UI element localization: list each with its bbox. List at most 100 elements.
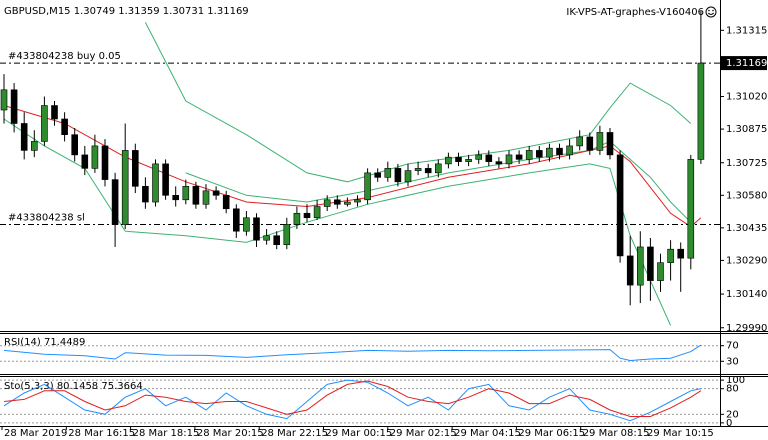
candle-body <box>233 208 240 232</box>
y-tick-label: 1.30725 <box>726 158 767 169</box>
candle-body <box>566 145 573 156</box>
candle-body <box>485 154 493 162</box>
candle-body <box>424 168 432 174</box>
y-tick-label: 0 <box>726 418 732 429</box>
title-bg <box>2 4 234 18</box>
candle-body <box>222 195 230 210</box>
candle-body <box>394 168 402 183</box>
x-tick-label: 28 Mar 16:15 <box>68 428 135 439</box>
smiley-icon <box>705 6 717 18</box>
candle-body <box>414 168 422 171</box>
candle-body <box>344 201 351 205</box>
candle-body <box>121 150 129 225</box>
y-tick-label: 1.30580 <box>726 190 767 201</box>
candle-body <box>495 161 503 165</box>
candle-body <box>10 89 18 124</box>
candle-body <box>51 105 58 120</box>
bid-tag <box>721 56 767 71</box>
candle-body <box>576 136 584 147</box>
candle-body <box>374 172 382 178</box>
candle-body <box>677 248 685 259</box>
candle-body <box>404 170 412 183</box>
candle-body <box>465 159 472 162</box>
candle-body <box>71 134 78 156</box>
candle-body <box>212 190 220 196</box>
candle-body <box>626 255 634 286</box>
candle-body <box>303 212 311 219</box>
candle-body <box>243 217 250 232</box>
y-tick-label: 70 <box>726 341 739 352</box>
candle-body <box>101 145 109 180</box>
x-tick-label: 29 Mar 08:15 <box>583 428 650 439</box>
candle-body <box>384 168 392 178</box>
candle-body <box>647 246 654 281</box>
indicator-line <box>3 379 702 422</box>
plot-layer: 1.31315 1.31020 1.30875 1.30725 1.30580 1.304… <box>0 11 767 439</box>
candle-body <box>445 156 452 165</box>
indicator-line <box>3 344 702 362</box>
candle-body <box>142 186 149 203</box>
candle-body <box>0 89 8 111</box>
candle-body <box>556 147 563 156</box>
y-tick-label: 80 <box>726 384 739 395</box>
candle-body <box>20 123 28 151</box>
candle-body <box>323 199 331 207</box>
x-tick-label: 29 Mar 04:15 <box>454 428 521 439</box>
candle-body <box>91 145 99 169</box>
x-tick-label: 29 Mar 10:15 <box>647 428 714 439</box>
x-tick-label: 28 Mar 2019 <box>4 428 67 439</box>
candle-body <box>515 154 523 160</box>
candle-body <box>697 62 705 160</box>
candle-body <box>263 235 270 241</box>
candle-body <box>162 163 169 196</box>
candle-body <box>152 163 159 203</box>
candle-body <box>202 190 210 205</box>
y-tick-label: 1.29990 <box>726 323 767 334</box>
y-tick-label: 1.30290 <box>726 255 767 266</box>
candle-body <box>546 147 553 158</box>
candle-body <box>61 118 68 135</box>
candle-body <box>81 154 89 169</box>
candle-body <box>253 217 260 241</box>
account-label: IK-VPS-AT-graphes-V160406 <box>566 7 704 18</box>
candle-body <box>505 154 513 165</box>
candle-body <box>354 199 361 203</box>
candle-body <box>606 132 614 156</box>
chart-title: GBPUSD,M15 1.30749 1.31359 1.30731 1.311… <box>4 6 249 17</box>
x-tick-label: 28 Mar 18:15 <box>133 428 200 439</box>
candle-body <box>333 199 341 205</box>
panel-title: Sto(5,3,3) 80.1458 75.3664 <box>4 381 143 392</box>
candle-body <box>525 150 533 160</box>
candle-body <box>687 159 695 259</box>
x-tick-label: 28 Mar 20:15 <box>197 428 264 439</box>
y-tick-label: 100 <box>726 375 745 386</box>
candle-body <box>172 195 179 201</box>
candle-body <box>41 105 48 142</box>
order-label: #433804238 sl <box>8 212 85 223</box>
indicator-line <box>3 118 672 326</box>
candle-body <box>283 224 291 245</box>
candle-body <box>667 248 674 263</box>
y-tick-label: 1.31020 <box>726 92 767 103</box>
x-tick-label: 29 Mar 00:15 <box>326 428 393 439</box>
panel-title: RSI(14) 71.4489 <box>4 337 85 348</box>
candle-body <box>636 246 644 286</box>
candle-body <box>313 206 321 219</box>
order-label: #433804238 buy 0.05 <box>8 51 121 62</box>
x-tick-label: 28 Mar 22:15 <box>261 428 328 439</box>
candle-body <box>434 163 442 174</box>
candle-body <box>182 186 190 201</box>
candle-body <box>192 186 200 205</box>
candle-body <box>475 154 483 160</box>
candle-body <box>132 150 139 187</box>
candle-body <box>273 235 281 245</box>
candle-body <box>111 179 119 225</box>
candle-body <box>586 136 594 151</box>
y-tick-label: 20 <box>726 409 739 420</box>
candle-body <box>455 156 462 162</box>
candle-body <box>657 262 664 281</box>
indicator-line <box>3 380 702 417</box>
y-tick-label: 1.30140 <box>726 289 767 300</box>
x-tick-label: 29 Mar 06:15 <box>518 428 585 439</box>
